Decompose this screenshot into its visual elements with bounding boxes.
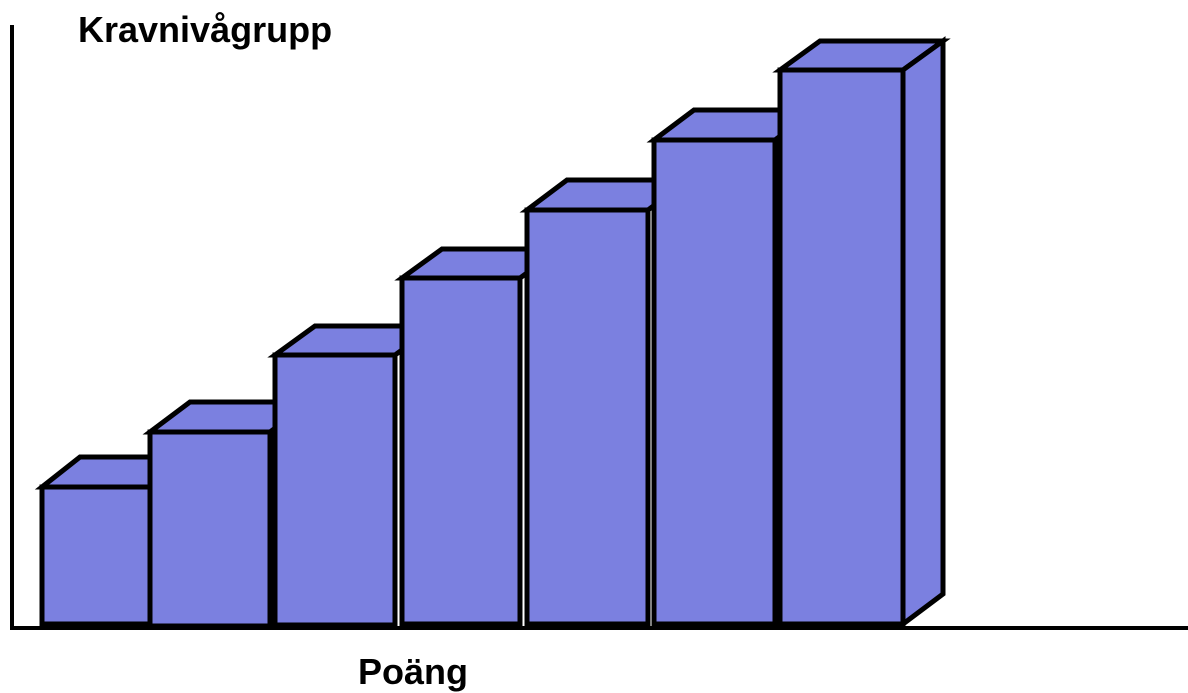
y-axis-label: Kravnivågrupp xyxy=(78,9,332,50)
bar xyxy=(777,67,906,627)
bar xyxy=(399,275,523,627)
bar xyxy=(524,207,651,627)
bars xyxy=(34,36,951,629)
bar xyxy=(39,484,153,627)
bar-side xyxy=(900,36,946,629)
bar xyxy=(272,352,398,628)
x-axis-label: Poäng xyxy=(358,651,468,692)
bar xyxy=(147,429,273,629)
bar xyxy=(651,137,778,627)
